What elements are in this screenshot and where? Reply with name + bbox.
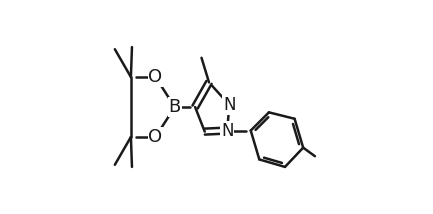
Text: O: O	[149, 128, 162, 146]
Text: O: O	[149, 68, 162, 86]
Text: N: N	[221, 122, 233, 140]
Text: N: N	[223, 96, 236, 114]
Text: B: B	[168, 98, 181, 116]
